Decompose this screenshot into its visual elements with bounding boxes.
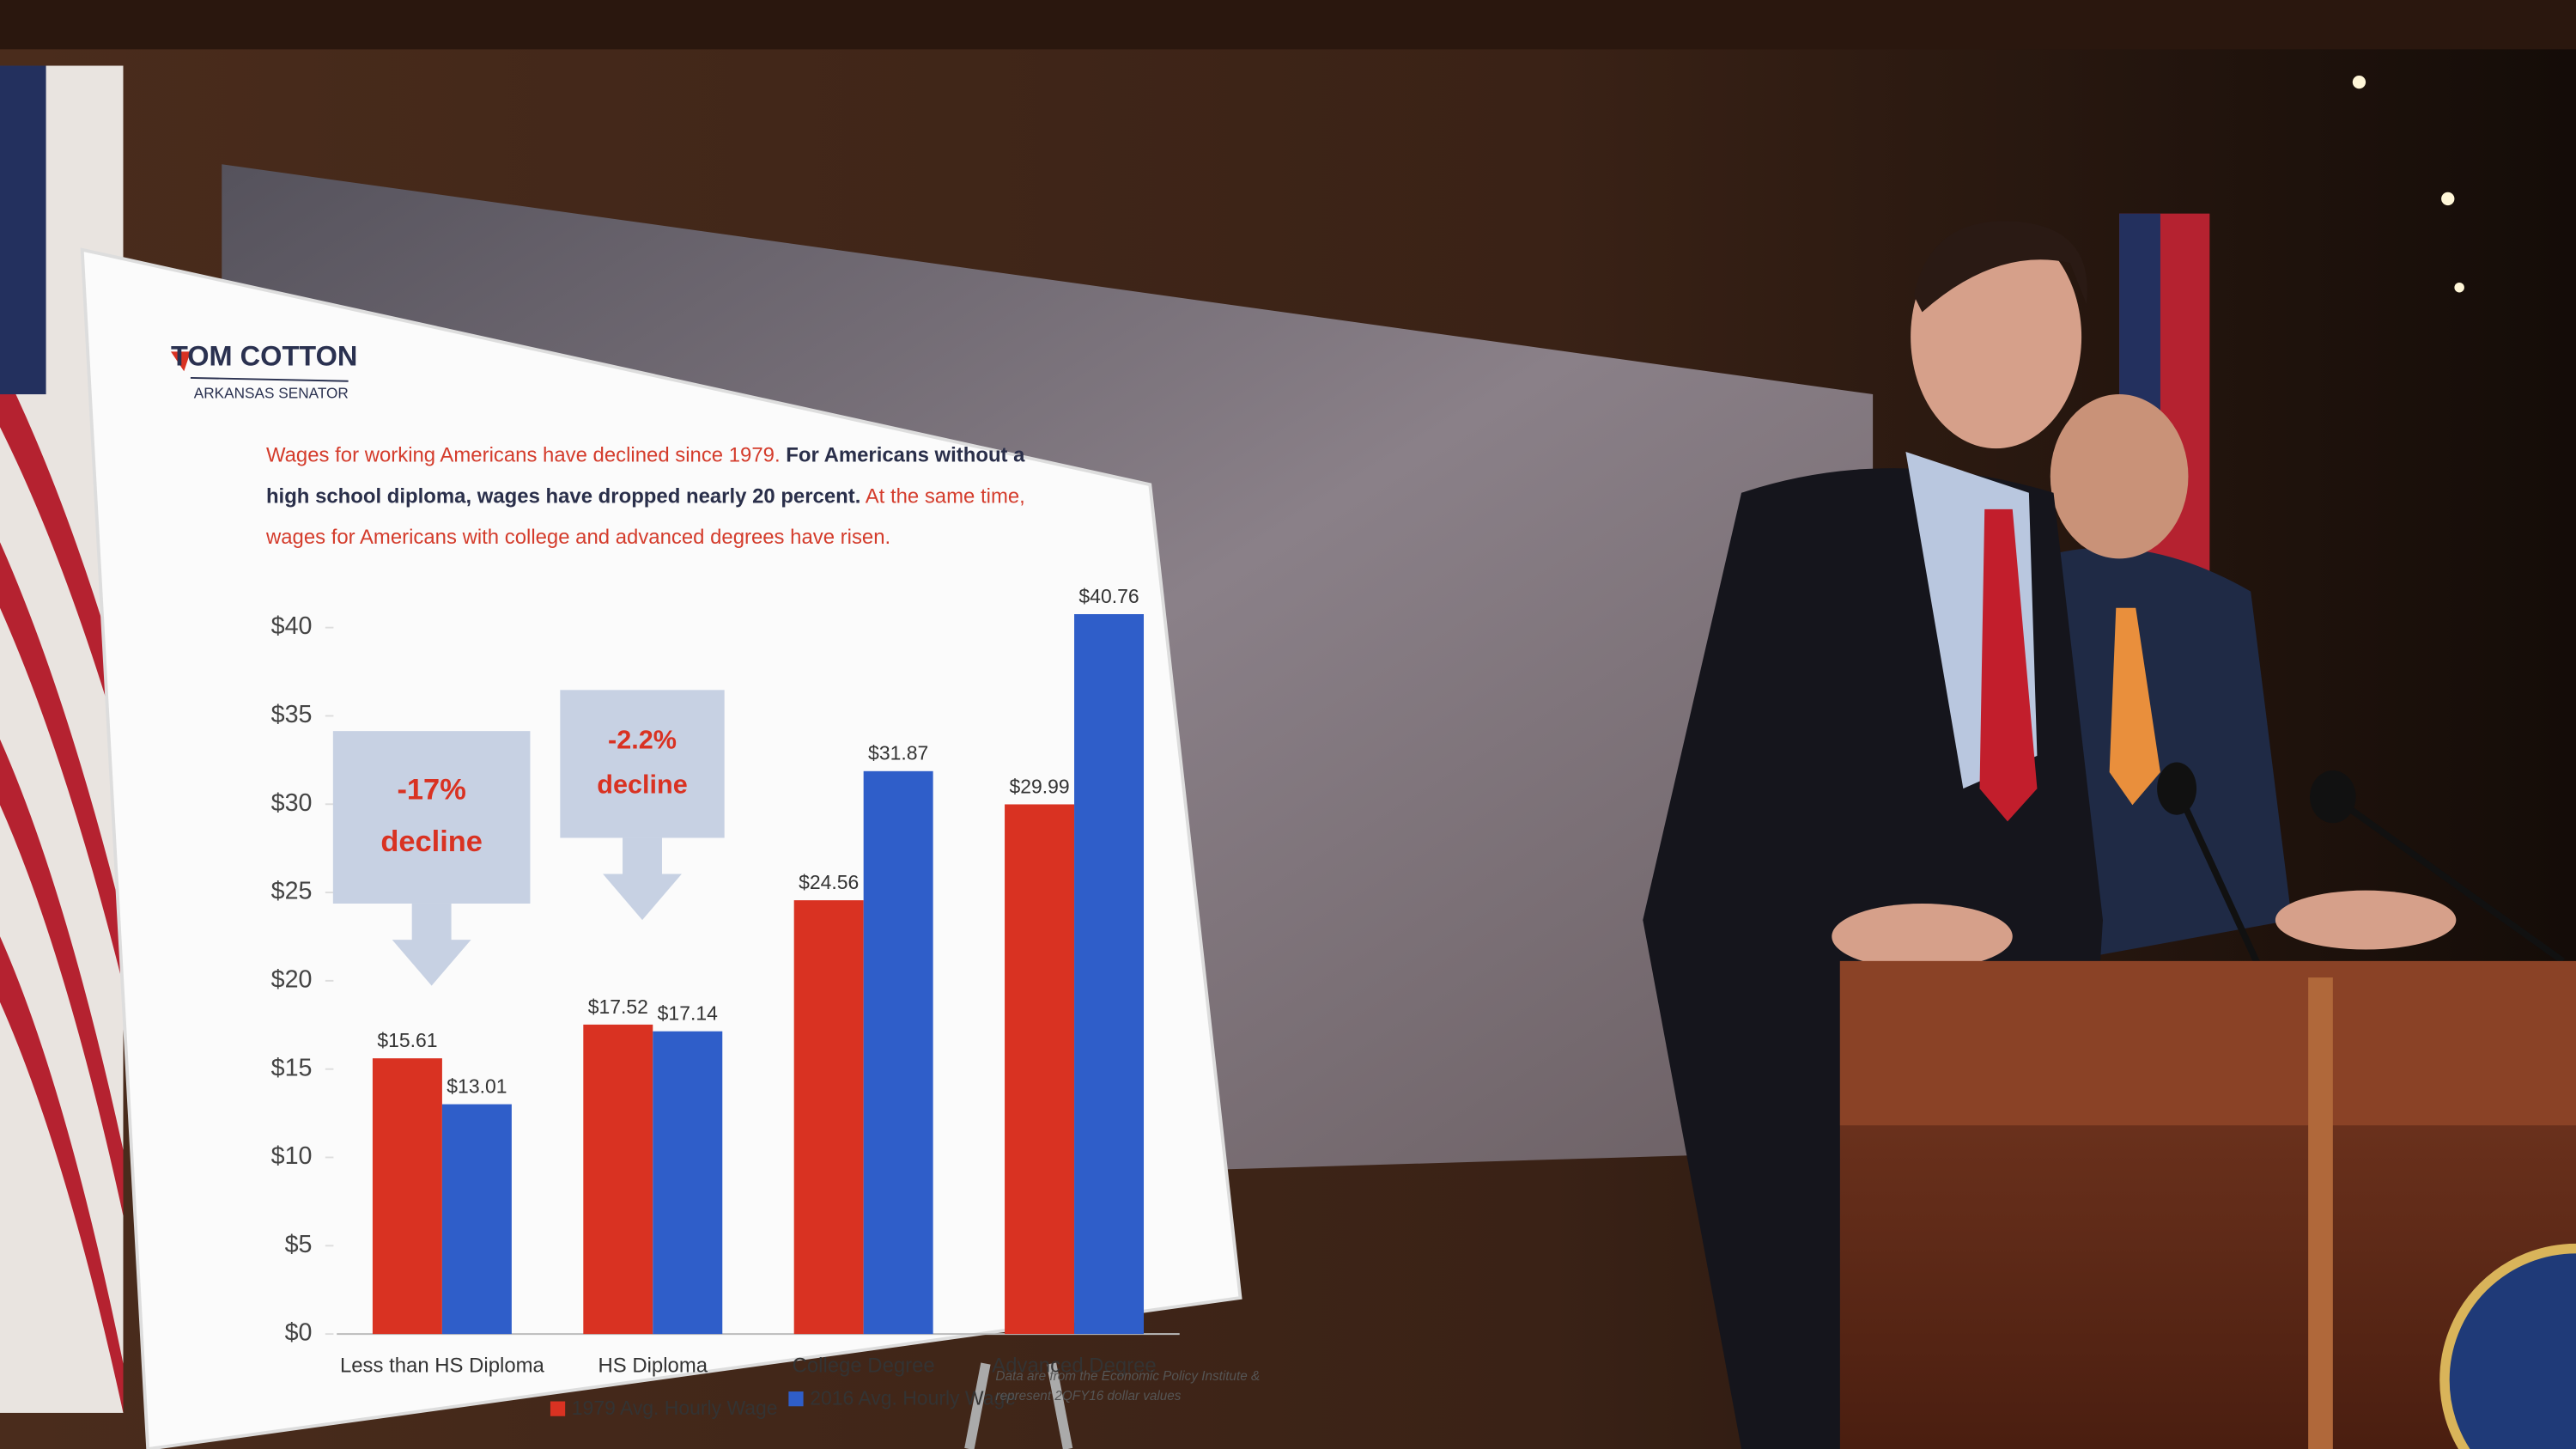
value-label: $13.01	[447, 1075, 507, 1098]
annotation-arrow	[392, 903, 471, 986]
y-tick-label: $25	[271, 878, 313, 905]
legend-label: 1979 Avg. Hourly Wage	[572, 1397, 778, 1419]
y-tick-label: $35	[271, 701, 313, 728]
value-label: $15.61	[377, 1029, 437, 1051]
x-tick-label: Advanced Degree	[992, 1355, 1156, 1378]
bar	[1005, 804, 1075, 1335]
x-tick-label: HS Diploma	[598, 1355, 708, 1378]
annotation-box	[560, 690, 725, 838]
brand-rule	[190, 376, 349, 382]
bar	[441, 1104, 512, 1335]
annotation-arrow	[603, 837, 682, 921]
bar	[372, 1058, 442, 1335]
y-tick-label: $30	[271, 789, 313, 817]
y-tick-label: $0	[285, 1319, 313, 1347]
y-tick-label: $5	[285, 1231, 313, 1258]
value-label: $29.99	[1009, 775, 1069, 797]
brand-role: ARKANSAS SENATOR	[194, 385, 349, 402]
value-label: $17.14	[658, 1002, 718, 1025]
y-tick-label: $10	[271, 1142, 313, 1170]
bar	[863, 770, 933, 1335]
bar	[583, 1024, 653, 1335]
annotation-label: -2.2%	[608, 726, 677, 755]
y-tick-label: $40	[271, 612, 313, 640]
subtitle: Wages for working Americans have decline…	[266, 435, 1072, 558]
value-label: $17.52	[588, 995, 648, 1018]
ceiling	[0, 0, 2576, 50]
bar	[653, 1031, 723, 1335]
legend-swatch	[788, 1391, 804, 1407]
y-tick-label: $15	[271, 1054, 313, 1081]
y-tick-label: $20	[271, 965, 313, 993]
note: represent 2QFY16 dollar values	[995, 1389, 1181, 1403]
value-label: $31.87	[868, 742, 928, 764]
bar	[1074, 614, 1145, 1335]
annotation-label: -17%	[397, 774, 465, 807]
subtitle-lead: Wages for working Americans have decline…	[265, 443, 781, 467]
annotation-text: decline	[597, 770, 687, 799]
subtitle-box: Wages for working Americans have decline…	[266, 435, 1072, 558]
value-label: $40.76	[1078, 585, 1139, 607]
annotation-box	[332, 731, 531, 904]
subtitle-tail: At the same time, wages for Americans wi…	[265, 484, 1025, 549]
poster: TOM COTTON ARKANSAS SENATOR Wages for wo…	[170, 341, 1260, 1419]
podium	[1839, 960, 2576, 1449]
light	[2352, 75, 2366, 89]
light	[2441, 192, 2455, 206]
legend-label: 2016 Avg. Hourly Wage	[810, 1387, 1016, 1409]
value-label: $24.56	[799, 871, 859, 893]
brand-name: TOM COTTON	[171, 341, 357, 372]
subtitle-emphasis: For Americans without a high school dipl…	[265, 443, 1025, 508]
light	[2454, 282, 2464, 293]
bar	[793, 900, 864, 1335]
x-tick-label: Less than HS Diploma	[340, 1355, 545, 1378]
easel	[964, 1362, 1073, 1449]
microphones	[2157, 762, 2565, 979]
left-flag	[0, 65, 124, 1413]
note: Data are from the Economic Policy Instit…	[995, 1369, 1260, 1384]
annotation-text: decline	[380, 825, 483, 858]
legend-swatch	[550, 1401, 566, 1416]
x-tick-label: College Degree	[793, 1355, 935, 1378]
